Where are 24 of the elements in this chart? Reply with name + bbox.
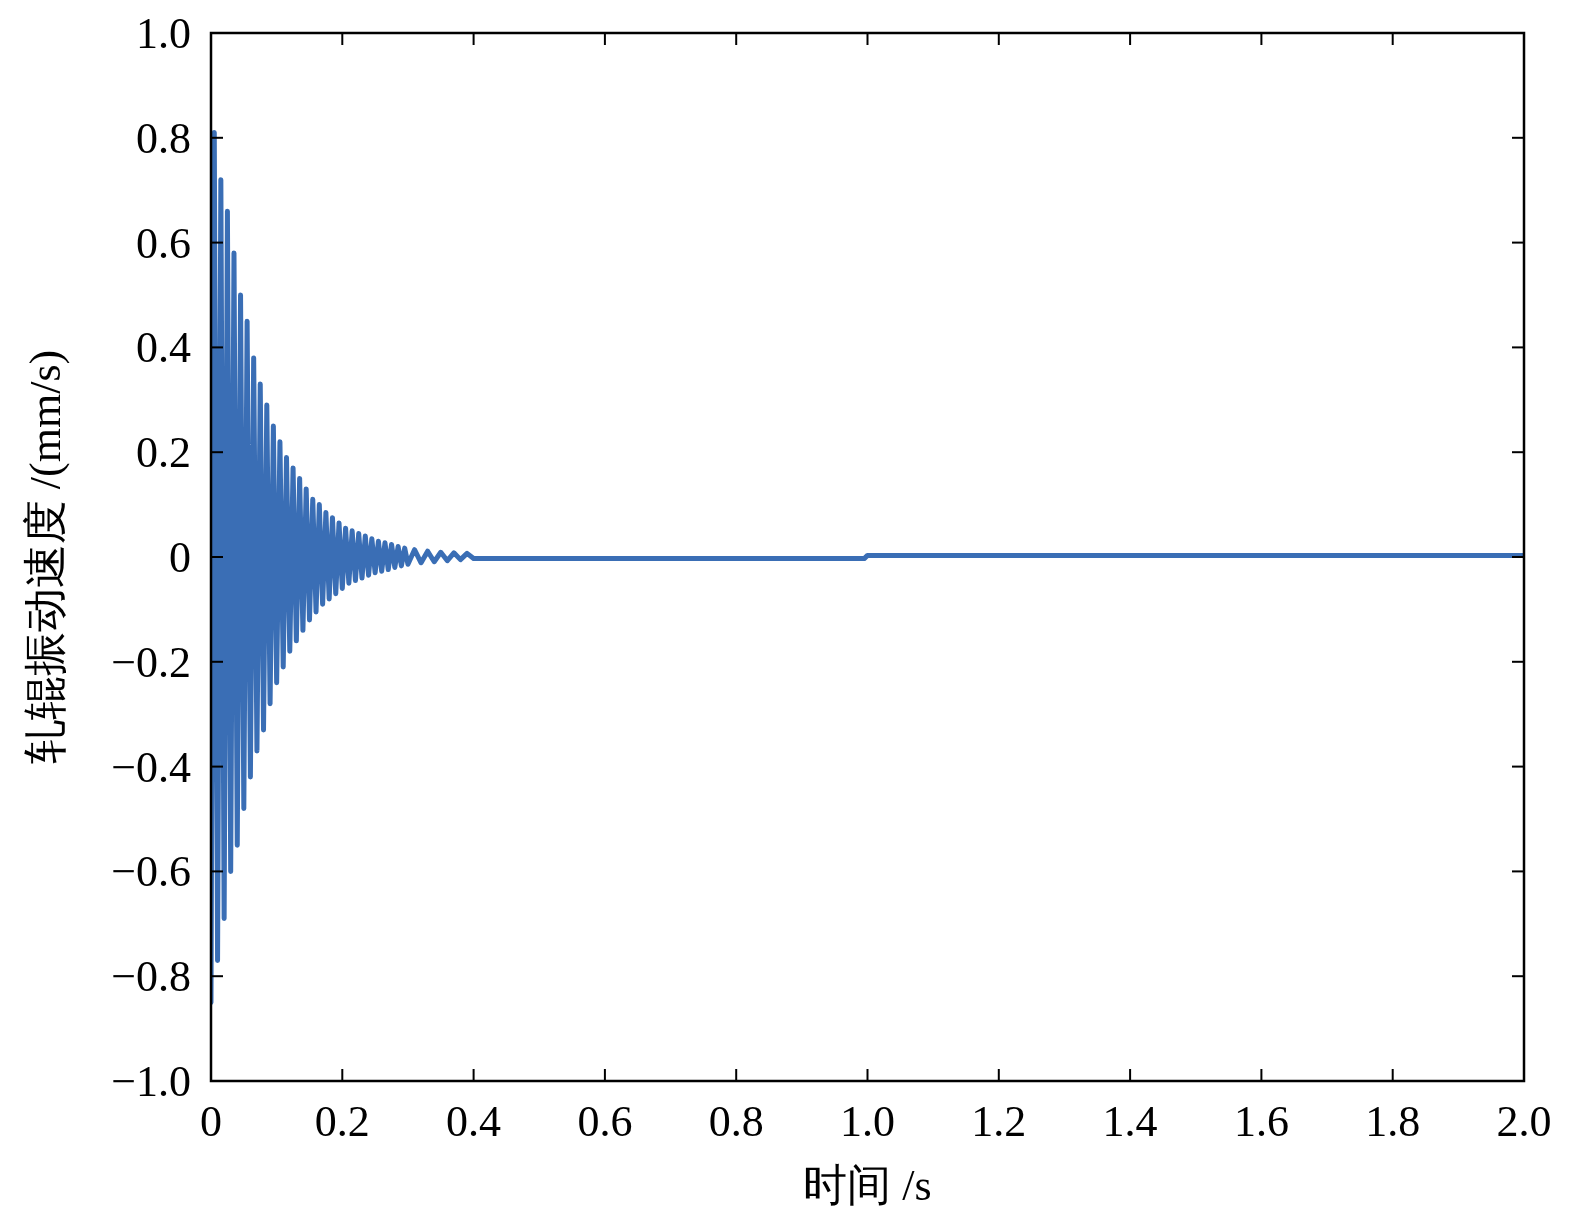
y-tick-label: 0 [169,533,191,582]
y-tick-label: 0.6 [136,218,191,268]
y-tick-label: −1.0 [111,1057,191,1106]
x-tick-label: 2.0 [1496,1097,1552,1146]
x-tick-label: 1.0 [840,1097,895,1146]
y-tick-label: 0.4 [136,323,191,373]
x-tick-label: 0.4 [446,1097,502,1146]
x-tick-label: 0 [200,1097,222,1146]
x-tick-label: 1.4 [1102,1097,1158,1146]
y-tick-label: −0.8 [111,952,191,1002]
y-tick-label: 0.8 [136,113,191,163]
y-tick-label: 0.2 [136,428,191,478]
x-tick-label: 1.2 [971,1097,1027,1146]
x-tick-label: 1.8 [1365,1097,1421,1146]
y-axis-title: 轧辊振动速度 /(mm/s) [21,349,70,765]
x-axis-title: 时间 /s [803,1161,932,1210]
x-tick-label: 0.2 [314,1097,370,1146]
x-tick-label: 0.8 [708,1097,764,1146]
x-tick-label: 1.6 [1233,1097,1289,1146]
y-tick-label: −0.4 [111,742,191,792]
y-tick-label: −0.6 [111,847,191,897]
y-tick-label: 1.0 [136,9,191,58]
y-tick-label: −0.2 [111,637,191,687]
x-tick-label: 0.6 [577,1097,633,1146]
